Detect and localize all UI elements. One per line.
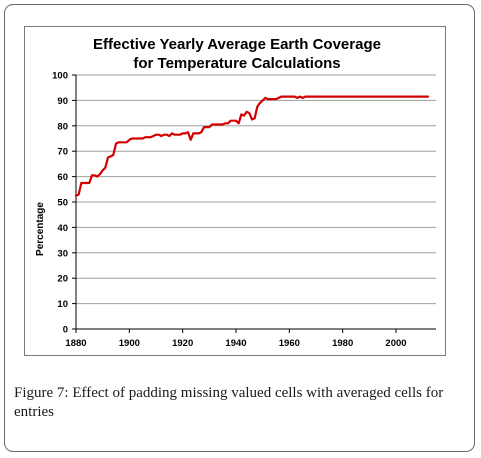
- x-tick-label-1920: 1920: [172, 338, 193, 349]
- y-tick-label-10: 10: [57, 299, 68, 310]
- tick-labels: 0 10 20 30 40 50 60 70 80 90 100 1880 1900 1920 1940 19…: [52, 71, 406, 350]
- x-tick-label-1940: 1940: [225, 338, 246, 349]
- y-tick-label-70: 70: [57, 147, 68, 158]
- chart-container: 0 10 20 30 40 50 60 70 80 90 100 1880 1900 1920 1940 19…: [24, 26, 446, 356]
- y-tick-label-20: 20: [57, 274, 68, 285]
- caption-text: Effect of padding missing valued cells w…: [14, 385, 444, 420]
- y-tick-label-60: 60: [57, 172, 68, 183]
- y-tick-label-40: 40: [57, 223, 68, 234]
- y-tick-label-50: 50: [57, 198, 68, 209]
- x-tick-label-2000: 2000: [385, 338, 406, 349]
- figure-caption: Figure 7: Effect of padding missing valu…: [14, 384, 469, 422]
- y-tick-label-90: 90: [57, 96, 68, 107]
- y-tick-label-100: 100: [52, 71, 68, 82]
- y-axis-label: Percentage: [35, 202, 46, 256]
- gridlines: [76, 74, 436, 305]
- line-chart: 0 10 20 30 40 50 60 70 80 90 100 1880 1900 1920 1940 19…: [35, 36, 436, 350]
- axes: [72, 74, 436, 333]
- y-tick-label-0: 0: [63, 325, 68, 336]
- x-tick-label-1980: 1980: [332, 338, 353, 349]
- chart-subtitle: for Temperature Calculations: [133, 55, 340, 72]
- x-tick-label-1960: 1960: [279, 338, 300, 349]
- y-tick-label-80: 80: [57, 121, 68, 132]
- x-tick-label-1900: 1900: [119, 338, 140, 349]
- y-tick-label-30: 30: [57, 248, 68, 259]
- caption-label: Figure 7:: [14, 385, 69, 401]
- x-tick-label-1880: 1880: [65, 338, 86, 349]
- data-series: [74, 95, 430, 197]
- series-line-0: [74, 95, 430, 197]
- chart-title: Effective Yearly Average Earth Coverage: [93, 36, 381, 53]
